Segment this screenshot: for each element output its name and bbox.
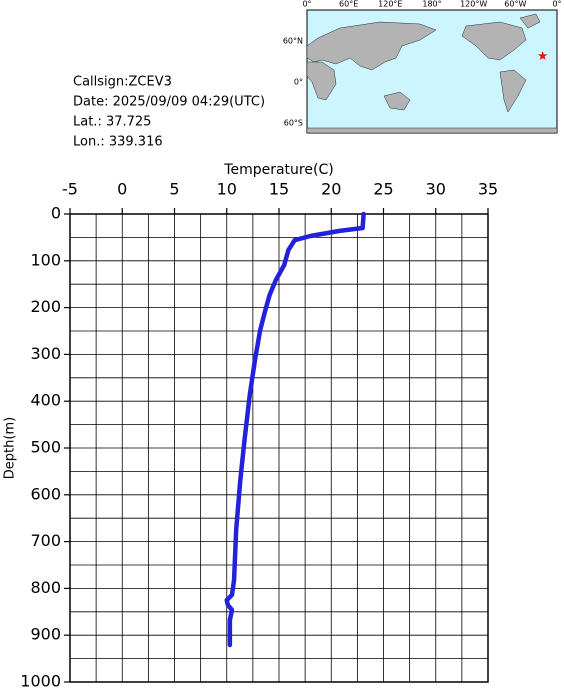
y-tick-label: 200 [30,297,61,316]
info-line: Date: 2025/09/09 04:29(UTC) [73,95,265,110]
x-tick-label: -5 [62,180,78,199]
x-tick-label: 35 [478,180,498,199]
y-tick-label: 1000 [20,672,61,690]
y-axis-label: Depth(m) [3,417,18,479]
y-tick-label: 600 [30,484,61,503]
world-map [306,9,558,134]
x-axis-label: Temperature(C) [223,162,333,178]
map-lon-label: 120°E [378,0,402,9]
y-tick-label: 800 [30,578,61,597]
map-lon-label: 0° [552,0,561,9]
y-tick-label: 400 [30,391,61,410]
profile-line [224,211,366,648]
map-lon-label: 120°W [460,0,487,9]
station-marker [537,50,548,61]
y-tick-label: 900 [30,625,61,644]
y-tick-label: 0 [51,204,61,223]
map-lat-label: 60°S [284,118,303,127]
map-lon-label: 60°E [339,0,358,9]
map-lat-label: 60°N [283,36,303,45]
plot-frame [69,213,489,683]
map-lon-label: 0° [302,0,311,9]
y-tick-label: 300 [30,344,61,363]
x-tick-label: 15 [269,180,289,199]
continents [306,13,558,134]
x-tick-label: 0 [117,180,127,199]
x-tick-label: 5 [169,180,179,199]
x-tick-label: 20 [321,180,341,199]
map-lon-label: 60°W [504,0,526,9]
map-lon-label: 180° [422,0,441,9]
x-tick-label: 25 [373,180,393,199]
y-tick-label: 500 [30,438,61,457]
info-line: Callsign:ZCEV3 [73,75,172,90]
y-tick-label: 100 [30,250,61,269]
x-tick-label: 30 [426,180,446,199]
info-line: Lat.: 37.725 [73,115,151,130]
y-tick-label: 700 [30,531,61,550]
info-line: Lon.: 339.316 [73,135,163,150]
map-lat-label: 0° [294,77,303,86]
x-tick-label: 10 [217,180,237,199]
